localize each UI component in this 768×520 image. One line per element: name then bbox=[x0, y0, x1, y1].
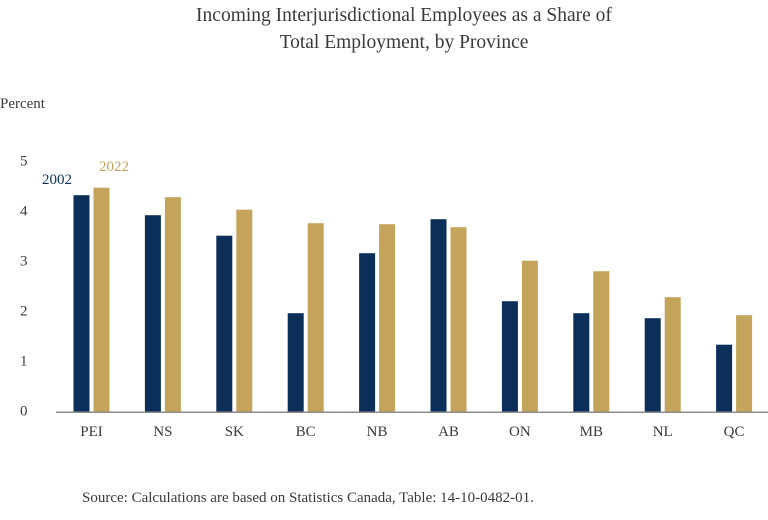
bar-pei-2002 bbox=[73, 195, 90, 412]
chart-title-line-1: Incoming Interjurisdictional Employees a… bbox=[196, 5, 612, 26]
chart-title: Incoming Interjurisdictional Employees a… bbox=[0, 2, 768, 56]
y-tick-1: 1 bbox=[20, 353, 28, 370]
bar-mb-2022 bbox=[593, 271, 610, 412]
y-tick-3: 3 bbox=[20, 253, 28, 270]
y-tick-0: 0 bbox=[20, 403, 28, 420]
x-tick-sk: SK bbox=[224, 424, 244, 440]
x-tick-nb: NB bbox=[366, 424, 388, 440]
legend-label-2022: 2022 bbox=[99, 159, 129, 175]
bar-group-nb bbox=[359, 224, 396, 412]
bar-nl-2002 bbox=[644, 318, 661, 412]
y-tick-5: 5 bbox=[20, 153, 28, 170]
bar-bc-2002 bbox=[287, 313, 304, 412]
bar-group-qc bbox=[716, 315, 753, 412]
bar-mb-2002 bbox=[573, 313, 590, 412]
bar-on-2002 bbox=[501, 301, 518, 412]
bar-qc-2002 bbox=[716, 344, 733, 412]
x-tick-qc: QC bbox=[723, 424, 745, 440]
bar-group-pei bbox=[73, 187, 110, 412]
bar-on-2022 bbox=[521, 260, 538, 412]
chart-title-line-2: Total Employment, by Province bbox=[279, 32, 529, 53]
bar-nb-2002 bbox=[359, 253, 376, 412]
x-tick-bc: BC bbox=[295, 424, 316, 440]
bar-group-sk bbox=[216, 209, 253, 412]
bar-sk-2002 bbox=[216, 235, 233, 412]
bar-nb-2022 bbox=[379, 224, 396, 412]
bar-pei-2022 bbox=[93, 187, 110, 412]
bar-ns-2002 bbox=[144, 215, 161, 412]
x-tick-ab: AB bbox=[438, 424, 459, 440]
y-tick-4: 4 bbox=[20, 203, 28, 220]
bar-group-ab bbox=[430, 219, 467, 412]
bar-group-bc bbox=[287, 223, 324, 412]
bar-ab-2002 bbox=[430, 219, 447, 412]
bar-ns-2022 bbox=[164, 197, 181, 412]
bar-nl-2022 bbox=[664, 297, 681, 412]
y-axis-label: Percent bbox=[0, 96, 45, 112]
bar-ab-2022 bbox=[450, 227, 467, 412]
legend-label-2002: 2002 bbox=[42, 172, 72, 188]
bar-sk-2022 bbox=[236, 209, 253, 412]
bar-group-mb bbox=[573, 271, 610, 412]
bar-bc-2022 bbox=[307, 223, 324, 412]
x-tick-nl: NL bbox=[652, 424, 673, 440]
x-tick-pei: PEI bbox=[80, 424, 103, 440]
bar-qc-2022 bbox=[736, 315, 753, 412]
x-tick-ns: NS bbox=[153, 424, 173, 440]
x-tick-mb: MB bbox=[579, 424, 603, 440]
bar-group-nl bbox=[644, 297, 681, 412]
bar-group-on bbox=[501, 260, 538, 412]
source-note: Source: Calculations are based on Statis… bbox=[82, 490, 534, 506]
bar-group-ns bbox=[144, 197, 181, 412]
x-tick-on: ON bbox=[509, 424, 531, 440]
y-tick-2: 2 bbox=[20, 303, 28, 320]
